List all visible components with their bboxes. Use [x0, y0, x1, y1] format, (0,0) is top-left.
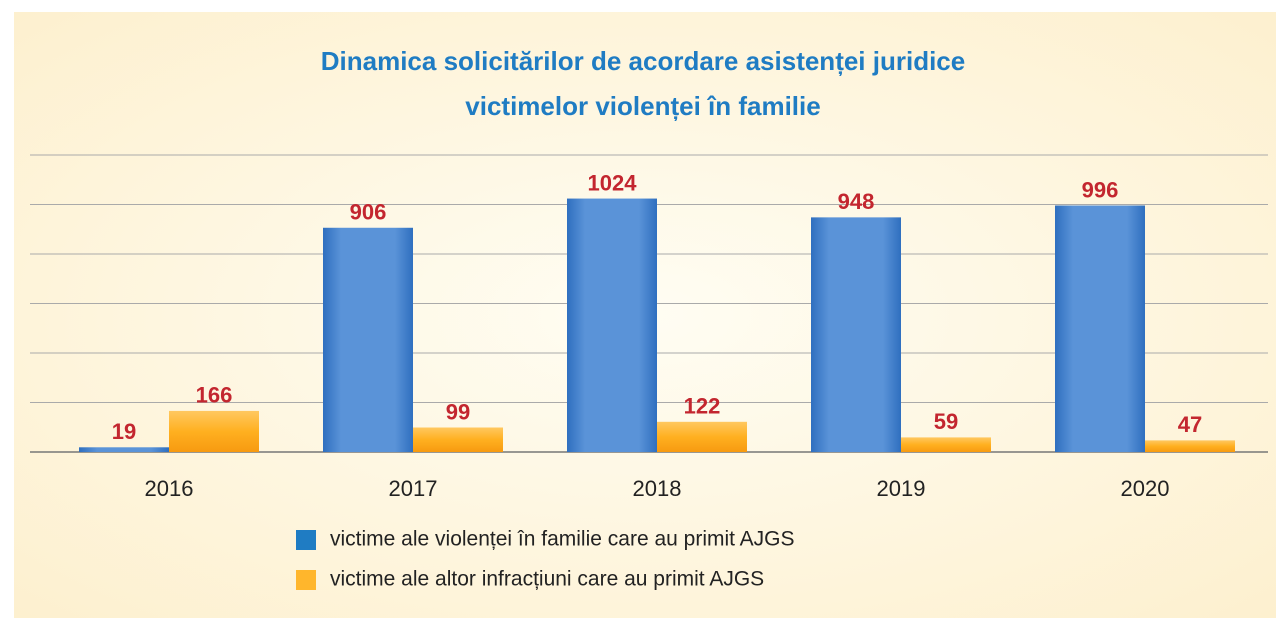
value-label: 59	[934, 409, 958, 434]
legend-swatch	[296, 570, 316, 590]
bar	[413, 427, 503, 452]
x-tick-label: 2017	[389, 476, 438, 501]
value-label: 906	[350, 200, 387, 225]
bar	[169, 410, 259, 452]
bar	[1145, 440, 1235, 452]
x-tick-label: 2020	[1121, 476, 1170, 501]
value-label: 122	[684, 394, 721, 419]
bar	[567, 198, 657, 452]
legend-swatch	[296, 530, 316, 550]
legend-label: victime ale violenței în familie care au…	[330, 528, 795, 551]
value-label: 47	[1178, 412, 1202, 437]
value-label: 166	[196, 383, 233, 408]
bar	[657, 421, 747, 452]
x-tick-label: 2019	[877, 476, 926, 501]
bar	[901, 437, 991, 452]
chart-title: victimelor violenței în familie	[465, 91, 820, 121]
bar	[811, 217, 901, 452]
bar	[1055, 205, 1145, 452]
x-tick-label: 2016	[145, 476, 194, 501]
bar	[323, 227, 413, 452]
bar	[79, 447, 169, 452]
x-tick-label: 2018	[633, 476, 682, 501]
value-label: 948	[838, 189, 875, 214]
value-label: 1024	[588, 170, 638, 195]
value-label: 99	[446, 399, 470, 424]
chart-title: Dinamica solicitărilor de acordare asist…	[321, 46, 965, 76]
value-label: 996	[1082, 177, 1119, 202]
legend-label: victime ale altor infracțiuni care au pr…	[330, 568, 764, 591]
value-label: 19	[112, 419, 136, 444]
